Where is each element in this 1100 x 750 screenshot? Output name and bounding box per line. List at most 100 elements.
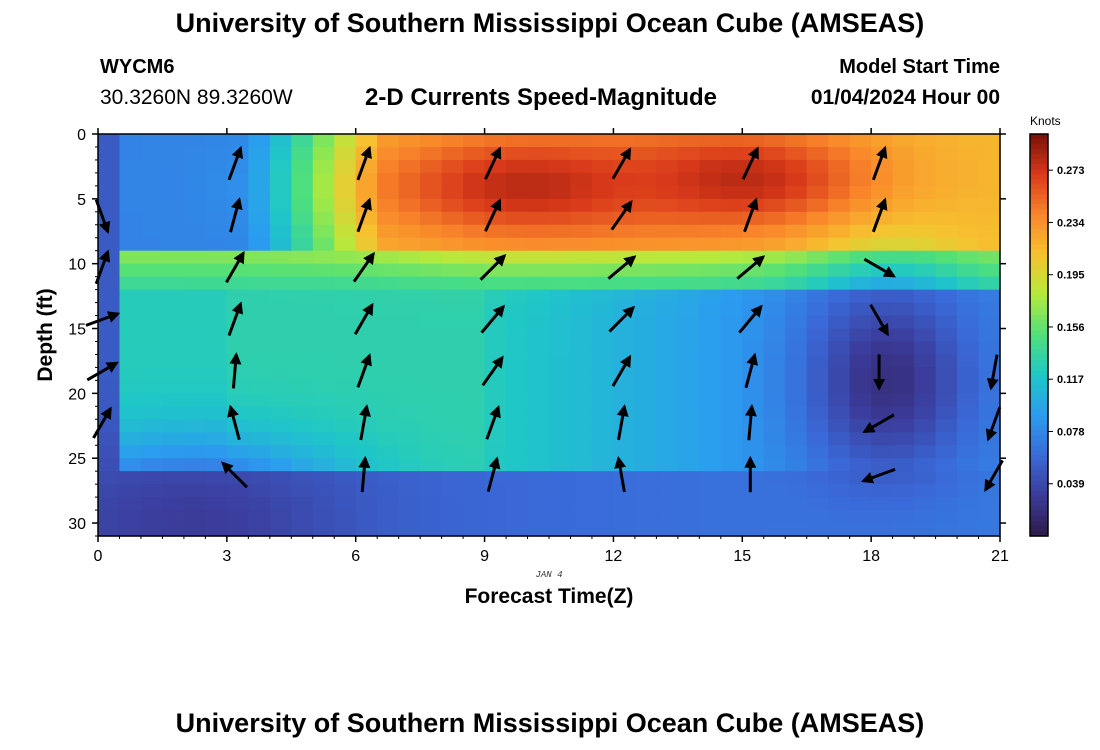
colorbar-segment: [1030, 530, 1048, 537]
heatmap-cell: [591, 237, 615, 252]
heatmap-cell: [935, 380, 958, 394]
heatmap-cell: [226, 211, 249, 226]
heatmap-cell: [978, 341, 1001, 356]
heatmap-cell: [763, 172, 786, 187]
heatmap-cell: [248, 276, 271, 291]
heatmap-cell: [183, 497, 206, 511]
heatmap-cell: [763, 510, 786, 524]
heatmap-cell: [334, 172, 357, 187]
heatmap-cell: [849, 445, 872, 459]
heatmap-cell: [935, 276, 958, 291]
current-vector-arrow: [356, 353, 372, 388]
heatmap-cell: [334, 263, 357, 278]
heatmap-cell: [420, 250, 443, 265]
heatmap-cell: [634, 497, 657, 511]
heatmap-cell: [506, 134, 529, 148]
heatmap-cell: [441, 224, 464, 239]
heatmap-cell: [205, 432, 228, 446]
heatmap-cell: [677, 159, 700, 174]
heatmap-cell: [978, 445, 1001, 459]
heatmap-cell: [828, 237, 851, 252]
heatmap-cell: [785, 432, 808, 446]
current-vector-arrow: [227, 301, 244, 337]
heatmap-cell: [334, 146, 357, 161]
heatmap-cell: [613, 445, 636, 459]
heatmap-cell: [269, 484, 292, 498]
heatmap-cell: [420, 146, 443, 161]
heatmap-cell: [119, 276, 142, 291]
heatmap-cell: [140, 250, 164, 265]
heatmap-cell: [484, 445, 507, 459]
heatmap-cell: [957, 432, 980, 446]
heatmap-cell: [656, 445, 679, 459]
y-tick-label: 20: [68, 386, 86, 403]
current-vector-arrow: [607, 255, 637, 280]
heatmap-cell: [742, 458, 765, 472]
heatmap-cell: [785, 315, 808, 330]
heatmap-cell: [205, 146, 228, 161]
heatmap-cell: [441, 445, 464, 459]
heatmap-cell: [720, 484, 743, 498]
heatmap-cell: [699, 328, 722, 343]
heatmap-cell: [140, 354, 164, 369]
heatmap-cell: [634, 185, 657, 200]
heatmap-cell: [871, 354, 894, 369]
heatmap-cell: [892, 380, 915, 394]
colorbar-segment: [1030, 410, 1048, 417]
heatmap-cell: [828, 276, 851, 291]
heatmap-cell: [785, 471, 808, 485]
heatmap-cell: [892, 276, 915, 291]
heatmap-cell: [248, 250, 271, 265]
current-vector-arrow: [356, 197, 372, 233]
heatmap-cell: [720, 224, 743, 239]
heatmap-cell: [892, 510, 915, 524]
heatmap-cell: [720, 341, 743, 356]
station-id: WYCM6: [100, 56, 175, 78]
heatmap-cell: [98, 380, 121, 394]
heatmap-cell: [634, 523, 657, 537]
heatmap-cell: [226, 354, 249, 369]
heatmap-cell: [742, 276, 765, 291]
heatmap-cell: [871, 393, 894, 407]
heatmap-cell: [463, 159, 486, 174]
heatmap-cell: [140, 484, 164, 498]
heatmap-cell: [527, 484, 550, 498]
heatmap-cell: [463, 406, 486, 420]
heatmap-cell: [828, 354, 851, 369]
heatmap-cell: [506, 354, 529, 369]
current-vector-arrow: [862, 413, 895, 434]
heatmap-cell: [613, 432, 636, 446]
heatmap-cell: [677, 341, 700, 356]
heatmap-cell: [634, 289, 657, 304]
heatmap-cell: [634, 406, 657, 420]
heatmap-cell: [892, 393, 915, 407]
heatmap-cell: [613, 510, 636, 524]
heatmap-cell: [849, 393, 872, 407]
heatmap-cell: [463, 185, 486, 200]
colorbar-segment: [1030, 279, 1048, 286]
heatmap-cell: [162, 354, 185, 369]
heatmap-cell: [226, 276, 249, 291]
heatmap-cell: [720, 471, 743, 485]
heatmap-cell: [849, 497, 872, 511]
heatmap-cell: [248, 458, 271, 472]
heatmap-cell: [269, 211, 292, 226]
heatmap-cell: [763, 276, 786, 291]
heatmap-cell: [699, 134, 722, 148]
heatmap-cell: [570, 419, 593, 433]
heatmap-cell: [613, 419, 636, 433]
colorbar-segment: [1030, 485, 1048, 492]
heatmap-cell: [677, 497, 700, 511]
heatmap-cell: [205, 354, 228, 369]
heatmap-cell: [205, 185, 228, 200]
heatmap-cell: [634, 510, 657, 524]
heatmap-cell: [549, 302, 572, 317]
heatmap-cell: [355, 341, 378, 356]
heatmap-cell: [398, 172, 421, 187]
heatmap-cell: [656, 484, 679, 498]
y-tick-label: 30: [68, 516, 86, 533]
heatmap-cell: [957, 302, 980, 317]
heatmap-cell: [527, 354, 550, 369]
heatmap-cell: [248, 510, 271, 524]
heatmap-cell: [677, 328, 700, 343]
